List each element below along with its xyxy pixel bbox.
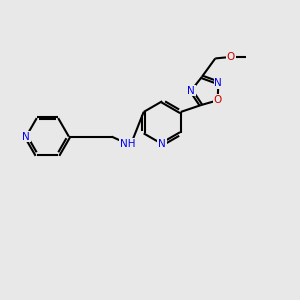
Text: O: O <box>226 52 235 62</box>
Text: N: N <box>214 78 222 88</box>
Text: O: O <box>214 95 222 105</box>
Text: NH: NH <box>120 139 136 149</box>
Text: N: N <box>158 139 166 149</box>
Text: N: N <box>22 132 30 142</box>
Text: N: N <box>187 85 195 96</box>
